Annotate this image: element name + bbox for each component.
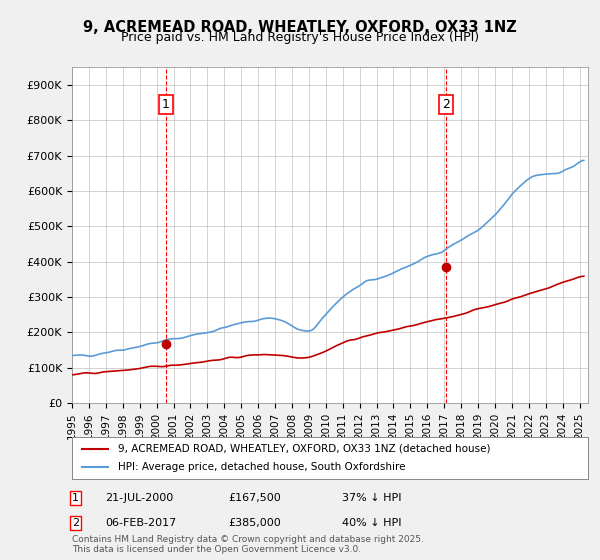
Text: 21-JUL-2000: 21-JUL-2000 — [105, 493, 173, 503]
Text: 37% ↓ HPI: 37% ↓ HPI — [342, 493, 401, 503]
Text: HPI: Average price, detached house, South Oxfordshire: HPI: Average price, detached house, Sout… — [118, 462, 406, 472]
Text: £167,500: £167,500 — [228, 493, 281, 503]
Text: Price paid vs. HM Land Registry's House Price Index (HPI): Price paid vs. HM Land Registry's House … — [121, 31, 479, 44]
Text: 1: 1 — [162, 97, 170, 111]
Text: £385,000: £385,000 — [228, 518, 281, 528]
Text: 2: 2 — [442, 97, 450, 111]
Text: 40% ↓ HPI: 40% ↓ HPI — [342, 518, 401, 528]
Text: 9, ACREMEAD ROAD, WHEATLEY, OXFORD, OX33 1NZ (detached house): 9, ACREMEAD ROAD, WHEATLEY, OXFORD, OX33… — [118, 444, 491, 454]
Text: 06-FEB-2017: 06-FEB-2017 — [105, 518, 176, 528]
Text: Contains HM Land Registry data © Crown copyright and database right 2025.
This d: Contains HM Land Registry data © Crown c… — [72, 535, 424, 554]
Text: 2: 2 — [72, 518, 79, 528]
Text: 9, ACREMEAD ROAD, WHEATLEY, OXFORD, OX33 1NZ: 9, ACREMEAD ROAD, WHEATLEY, OXFORD, OX33… — [83, 20, 517, 35]
Text: 1: 1 — [72, 493, 79, 503]
